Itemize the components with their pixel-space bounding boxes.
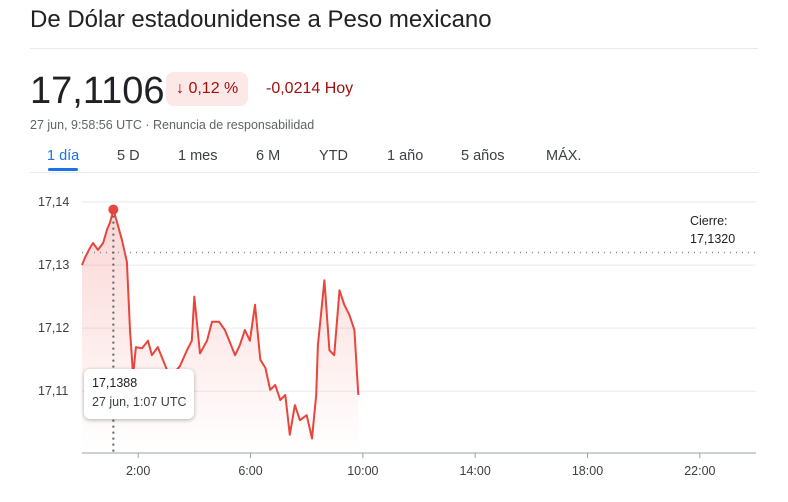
y-tick-label: 17,13 [38,258,69,272]
tab-5-days[interactable]: 5 D [117,148,140,164]
divider [30,172,758,173]
tab-1-month[interactable]: 1 mes [178,148,218,164]
close-title: Cierre: [690,214,728,228]
tab-6-months[interactable]: 6 M [256,148,281,164]
divider [30,48,758,49]
price-line [81,208,360,440]
x-tick-label: 10:00 [347,464,378,478]
tab-max[interactable]: MÁX. [546,148,582,164]
change-absolute: -0,0214 Hoy [266,80,354,97]
tab-5-years[interactable]: 5 años [461,148,505,164]
tab-1-year[interactable]: 1 año [387,148,424,164]
x-tick-label: 6:00 [238,464,262,478]
chart-tooltip: 17,1388 27 jun, 1:07 UTC [84,369,194,419]
page-title: De Dólar estadounidense a Peso mexicano [30,6,492,33]
tooltip-time: 27 jun, 1:07 UTC [92,395,187,409]
tooltip-value: 17,1388 [92,376,138,390]
hover-point [108,204,119,215]
timestamp-disclaimer[interactable]: 27 jun, 9:58:56 UTC · Renuncia de respon… [30,118,315,132]
change-percent-badge: ↓ 0,12 % [166,72,249,106]
y-tick-label: 17,12 [38,321,69,335]
x-tick-label: 14:00 [460,464,491,478]
tab-1-day[interactable]: 1 día [47,148,80,164]
previous-close-label: Cierre: 17,1320 [690,212,735,248]
y-tick-label: 17,14 [38,195,69,209]
x-tick-label: 2:00 [126,464,150,478]
tab-ytd[interactable]: YTD [319,148,348,164]
x-tick-label: 18:00 [572,464,603,478]
x-tick-label: 22:00 [684,464,715,478]
close-value: 17,1320 [690,232,736,246]
active-tab-indicator [48,168,78,171]
y-tick-label: 17,11 [38,384,68,398]
current-price: 17,1106 [30,70,165,112]
